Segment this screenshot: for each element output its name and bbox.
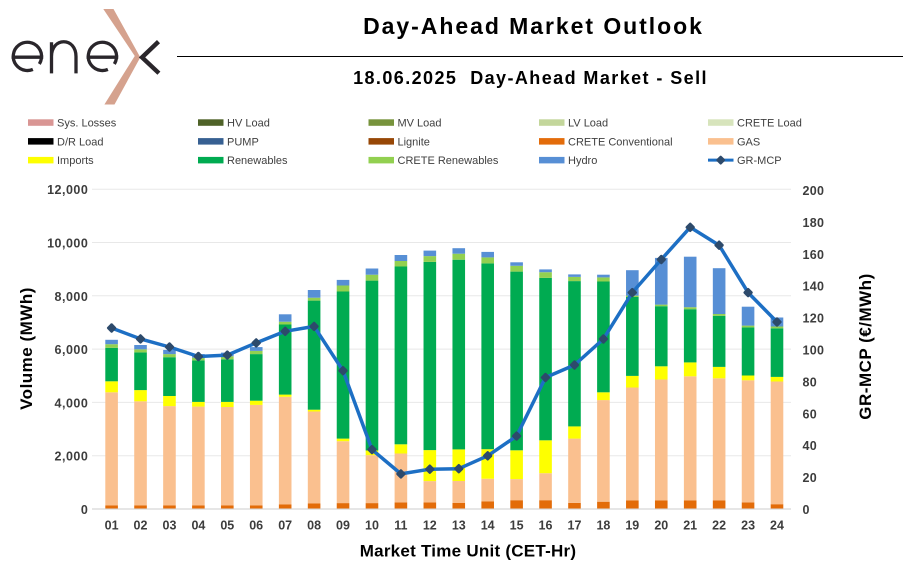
svg-text:05: 05	[220, 519, 234, 533]
svg-text:12,000: 12,000	[47, 183, 88, 197]
svg-text:4,000: 4,000	[55, 396, 89, 410]
svg-text:Market Time Unit (CET-Hr): Market Time Unit (CET-Hr)	[360, 542, 577, 561]
svg-text:CRETE Conventional: CRETE Conventional	[568, 136, 673, 148]
svg-text:21: 21	[683, 519, 697, 533]
svg-text:Day-Ahead Market Outlook: Day-Ahead Market Outlook	[363, 13, 704, 39]
svg-text:Volume (MWh): Volume (MWh)	[17, 287, 36, 410]
svg-text:GR-MCP (€/MWh): GR-MCP (€/MWh)	[856, 273, 875, 419]
svg-text:14: 14	[481, 519, 495, 533]
svg-text:140: 140	[803, 280, 825, 294]
svg-text:2,000: 2,000	[55, 450, 89, 464]
svg-text:08: 08	[307, 519, 321, 533]
svg-text:CRETE Load: CRETE Load	[737, 118, 802, 130]
svg-text:20: 20	[654, 519, 668, 533]
svg-text:8,000: 8,000	[55, 290, 89, 304]
svg-text:80: 80	[803, 375, 818, 389]
svg-text:Lignite: Lignite	[398, 136, 430, 148]
svg-text:0: 0	[803, 503, 810, 517]
svg-text:Hydro: Hydro	[568, 155, 597, 167]
svg-text:20: 20	[803, 471, 818, 485]
svg-text:Renewables: Renewables	[227, 155, 288, 167]
svg-text:11: 11	[394, 519, 407, 533]
svg-text:04: 04	[191, 519, 205, 533]
svg-text:12: 12	[423, 519, 437, 533]
svg-text:13: 13	[452, 519, 466, 533]
svg-text:10,000: 10,000	[47, 237, 88, 251]
svg-text:GR-MCP: GR-MCP	[737, 155, 782, 167]
svg-text:18: 18	[596, 519, 610, 533]
svg-text:15: 15	[510, 519, 524, 533]
svg-text:03: 03	[163, 519, 177, 533]
svg-text:01: 01	[105, 519, 119, 533]
svg-text:22: 22	[712, 519, 726, 533]
svg-text:180: 180	[803, 216, 825, 230]
svg-text:Imports: Imports	[57, 155, 94, 167]
svg-text:GAS: GAS	[737, 136, 760, 148]
svg-text:100: 100	[803, 344, 825, 358]
svg-text:18.06.2025 Day-Ahead Market -: 18.06.2025 Day-Ahead Market - Sell	[353, 68, 708, 88]
svg-text:19: 19	[625, 519, 639, 533]
svg-text:60: 60	[803, 407, 818, 421]
svg-text:23: 23	[741, 519, 755, 533]
svg-text:10: 10	[365, 519, 379, 533]
svg-text:Sys. Losses: Sys. Losses	[57, 118, 117, 130]
svg-text:40: 40	[803, 439, 818, 453]
svg-text:HV Load: HV Load	[227, 118, 270, 130]
svg-text:D/R Load: D/R Load	[57, 136, 103, 148]
svg-text:24: 24	[770, 519, 784, 533]
svg-text:200: 200	[803, 184, 825, 198]
svg-text:160: 160	[803, 248, 825, 262]
svg-text:09: 09	[336, 519, 350, 533]
svg-text:06: 06	[249, 519, 263, 533]
svg-text:PUMP: PUMP	[227, 136, 259, 148]
svg-text:CRETE Renewables: CRETE Renewables	[398, 155, 499, 167]
svg-text:0: 0	[81, 503, 88, 517]
svg-text:07: 07	[278, 519, 292, 533]
svg-text:120: 120	[803, 312, 825, 326]
svg-text:02: 02	[134, 519, 148, 533]
svg-text:16: 16	[539, 519, 553, 533]
svg-text:17: 17	[568, 519, 582, 533]
svg-text:6,000: 6,000	[55, 343, 89, 357]
svg-text:MV Load: MV Load	[398, 118, 442, 130]
svg-text:LV Load: LV Load	[568, 118, 608, 130]
